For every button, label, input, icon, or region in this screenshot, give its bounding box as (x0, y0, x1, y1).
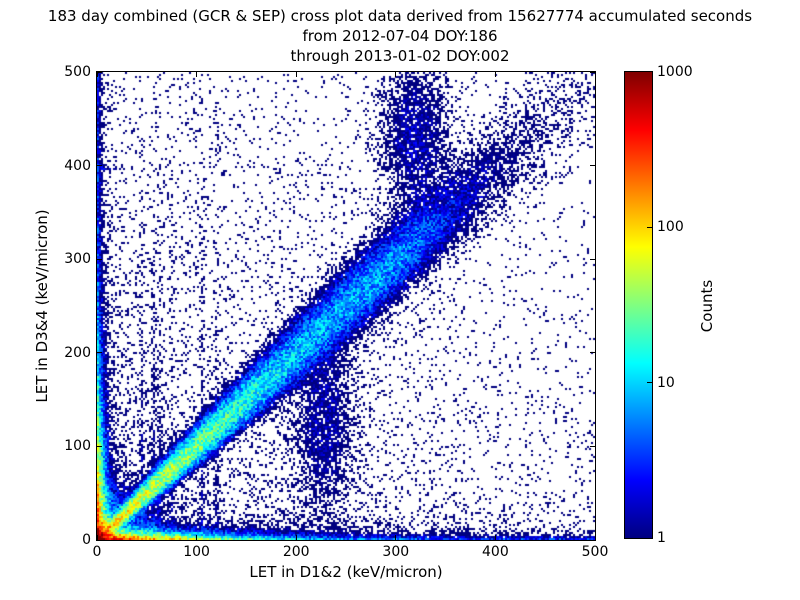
colorbar-label: Counts (698, 279, 716, 333)
colorbar-tick-label: 1000 (657, 64, 693, 80)
axis-tick-mark (97, 445, 102, 447)
axis-tick-mark (494, 72, 496, 77)
axis-tick-mark (97, 352, 102, 354)
axis-tick-mark (590, 71, 595, 73)
x-tick-label: 400 (482, 544, 509, 560)
chart-title: 183 day combined (GCR & SEP) cross plot … (47, 7, 753, 25)
axis-tick-mark (96, 535, 98, 540)
colorbar-tick-mark (647, 226, 652, 228)
y-axis-label: LET in D3&4 (keV/micron) (33, 209, 51, 403)
axis-tick-mark (494, 535, 496, 540)
y-tick-label: 400 (64, 157, 91, 174)
axis-tick-mark (590, 539, 595, 541)
x-tick-label: 500 (581, 544, 609, 560)
colorbar (624, 71, 653, 539)
axis-tick-mark (594, 72, 596, 77)
axis-tick-mark (295, 535, 297, 540)
x-tick-label: 100 (183, 544, 210, 560)
colorbar-tick-label: 1 (657, 530, 666, 546)
title-block: 183 day combined (GCR & SEP) cross plot … (0, 6, 800, 66)
axis-tick-mark (590, 258, 595, 260)
axis-tick-mark (295, 72, 297, 77)
y-tick-label: 300 (64, 251, 91, 268)
colorbar-tick-label: 10 (657, 374, 675, 391)
y-tick-label: 200 (64, 344, 91, 361)
x-tick-label: 300 (382, 544, 410, 560)
axis-tick-mark (590, 352, 595, 354)
axis-tick-mark (97, 71, 102, 73)
y-tick-label: 500 (64, 64, 91, 80)
axis-tick-mark (196, 535, 198, 540)
axis-tick-mark (395, 72, 397, 77)
axis-tick-mark (196, 72, 198, 77)
y-tick-label: 0 (82, 532, 91, 548)
x-tick-label: 0 (92, 544, 102, 560)
axis-tick-mark (97, 539, 102, 541)
x-axis-label: LET in D1&2 (keV/micron) (249, 563, 443, 581)
axis-tick-mark (395, 535, 397, 540)
scatter-canvas (97, 72, 595, 540)
axis-tick-mark (97, 165, 102, 167)
plot-area (96, 71, 596, 541)
chart-subtitle-through: through 2013-01-02 DOY:002 (290, 47, 510, 65)
colorbar-gradient (625, 72, 652, 538)
axis-tick-mark (590, 445, 595, 447)
axis-tick-mark (590, 165, 595, 167)
chart-subtitle-from: from 2012-07-04 DOY:186 (302, 27, 498, 45)
axis-tick-mark (96, 72, 98, 77)
axis-tick-mark (594, 535, 596, 540)
x-tick-label: 200 (282, 544, 310, 560)
colorbar-tick-label: 100 (657, 219, 684, 236)
y-tick-label: 100 (64, 438, 91, 455)
colorbar-tick-mark (647, 382, 652, 384)
axis-tick-mark (97, 258, 102, 260)
